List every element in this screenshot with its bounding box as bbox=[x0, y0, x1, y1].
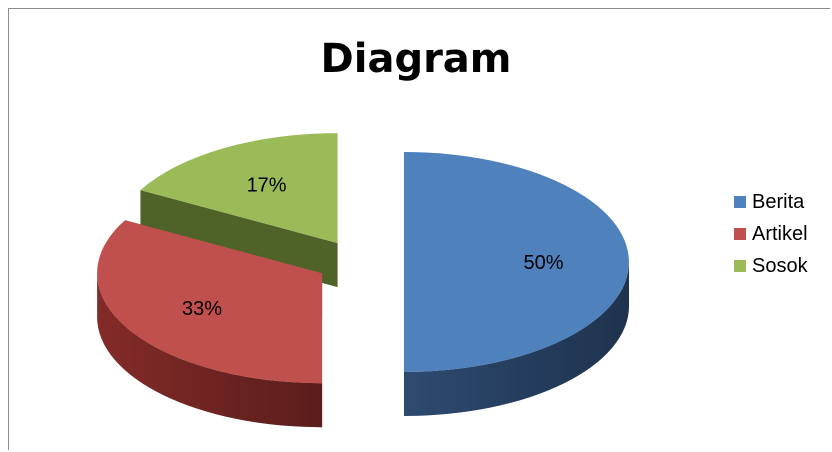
chart-title: Diagram bbox=[320, 36, 512, 82]
pie-slice-berita bbox=[404, 152, 629, 372]
pie-face-sosok-0 bbox=[140, 190, 338, 288]
legend-swatch-sosok bbox=[734, 260, 746, 272]
legend: Berita Artikel Sosok bbox=[734, 186, 808, 282]
pie-slice-artikel bbox=[97, 220, 323, 384]
legend-label: Artikel bbox=[752, 222, 808, 245]
pie-slice-sosok bbox=[140, 133, 338, 244]
pie-side-shade-berita bbox=[404, 262, 629, 416]
legend-swatch-berita bbox=[734, 196, 746, 208]
legend-label: Berita bbox=[752, 190, 805, 213]
legend-item-berita: Berita bbox=[734, 186, 808, 218]
data-label-artikel: 33% bbox=[182, 298, 222, 320]
legend-item-artikel: Artikel bbox=[734, 218, 808, 250]
legend-label: Sosok bbox=[752, 254, 808, 277]
data-label-berita: 50% bbox=[523, 252, 563, 274]
legend-item-sosok: Sosok bbox=[734, 250, 808, 282]
data-label-sosok: 17% bbox=[247, 174, 287, 196]
legend-swatch-artikel bbox=[734, 228, 746, 240]
pie-side-shade-artikel bbox=[97, 273, 323, 428]
